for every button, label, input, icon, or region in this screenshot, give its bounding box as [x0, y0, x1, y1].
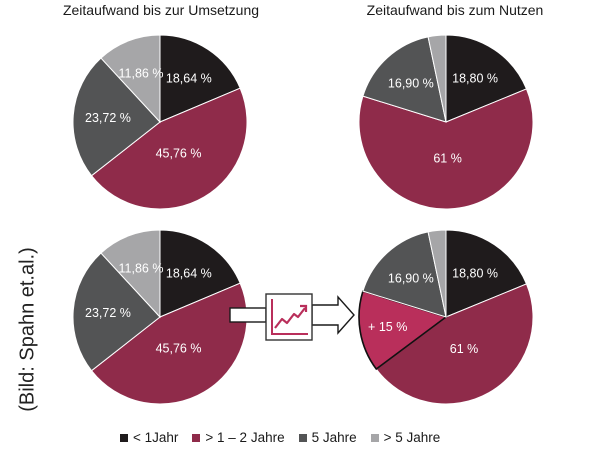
legend-swatch	[298, 433, 307, 442]
pie-slice-label: 45,76 %	[156, 341, 202, 355]
pie-slice-1jahr	[159, 34, 241, 123]
pie-slice-5-jahre	[427, 34, 447, 123]
legend-item: 5 Jahre	[298, 430, 357, 445]
transition-arrow	[229, 295, 355, 335]
pie-chart-umsetzung-top: 18,64 % 45,76 % 23,72 % 11,86 %	[72, 34, 248, 210]
legend-label: > 1 – 2 Jahre	[205, 430, 285, 445]
pie-slice-label: 18,80 %	[452, 72, 498, 86]
pie-chart-nutzen-top: 18,80 % 61 % 16,90 %	[358, 34, 534, 210]
pie-chart-nutzen-bottom: 18,80 % 61 % + 15 % 16,90 %	[358, 229, 534, 405]
pie-slice-label: 45,76 %	[156, 146, 202, 160]
legend-swatch	[370, 433, 379, 442]
legend-swatch	[120, 433, 128, 442]
pie-slice-label: 16,90 %	[388, 271, 434, 285]
chart-title-nutzen: Zeitaufwand bis zum Nutzen	[366, 2, 544, 18]
pie-slice-5-jahre	[427, 229, 447, 318]
pie-slice-1jahr	[445, 229, 528, 318]
pie-slice-label: 18,64 %	[166, 267, 212, 281]
pie-slice-label: 61 %	[433, 152, 462, 166]
legend-label: < 1Jahr	[133, 430, 179, 445]
legend-label: 5 Jahre	[311, 430, 357, 445]
pie-slice-5-jahre	[362, 36, 447, 123]
legend-item: < 1Jahr	[120, 430, 178, 445]
pie-slice-5-jahre	[362, 231, 447, 318]
pie-slice-label: 23,72 %	[85, 306, 131, 320]
pie-slice-5-jahre	[72, 252, 161, 372]
pie-slice-label: 18,64 %	[166, 72, 212, 86]
growth-chart-icon	[265, 293, 313, 341]
pie-slice-5-jahre	[72, 57, 161, 177]
pie-slice-label: + 15 %	[368, 320, 407, 334]
legend: < 1Jahr > 1 – 2 Jahre 5 Jahre > 5 Jahre	[120, 430, 440, 445]
pie-slice-label: 11,86 %	[119, 66, 164, 80]
pie-slice-1-2-jahre	[90, 87, 248, 210]
pie-slice-1jahr	[159, 229, 241, 318]
pie-slice-label: 23,72 %	[85, 111, 131, 125]
legend-swatch	[192, 433, 201, 442]
legend-item: > 5 Jahre	[370, 430, 441, 445]
legend-label: > 5 Jahre	[383, 430, 441, 445]
pie-slice-label: 16,90 %	[388, 76, 434, 90]
pie-slice-1-2-jahre	[375, 283, 534, 405]
pie-chart-umsetzung-bottom: 18,64 % 45,76 % 23,72 % 11,86 %	[72, 229, 248, 405]
pie-slice-5-jahre	[100, 229, 161, 319]
legend-item: > 1 – 2 Jahre	[192, 430, 285, 445]
chart-title-umsetzung: Zeitaufwand bis zur Umsetzung	[62, 2, 260, 18]
pie-slice-1jahr	[445, 34, 528, 123]
pie-slice-1-2-jahre	[358, 88, 534, 210]
pie-slice-label: 18,80 %	[452, 267, 498, 281]
pie-slice-5-jahre	[100, 34, 161, 124]
pie-slice-label: 61 %	[450, 342, 479, 356]
pie-slice-label: 11,86 %	[119, 261, 164, 275]
